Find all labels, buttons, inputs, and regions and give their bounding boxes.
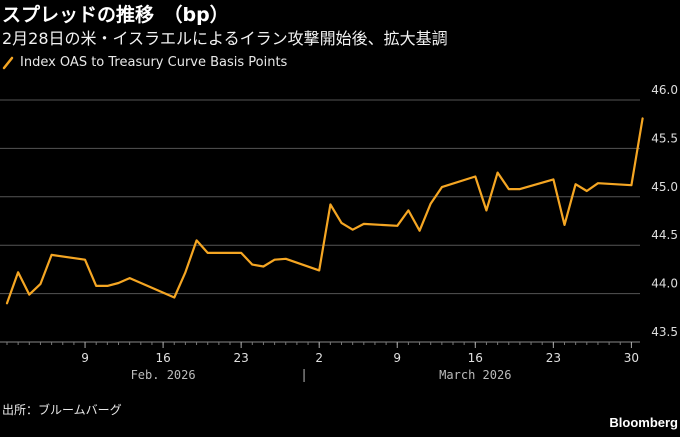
x-tick-label: 9 xyxy=(81,351,89,365)
x-tick-label: 23 xyxy=(234,351,249,365)
y-tick-label: 45.5 xyxy=(651,131,678,145)
bloomberg-logo: Bloomberg xyxy=(609,415,678,430)
source-note: 出所：ブルームバーグ xyxy=(2,403,122,417)
x-tick-label: 9 xyxy=(393,351,401,365)
y-tick-label: 43.5 xyxy=(651,325,678,339)
y-axis-labels: 43.5 44.0 44.5 45.0 45.5 46.0 xyxy=(651,83,678,339)
y-tick-label: 45.0 xyxy=(651,180,678,194)
y-tick-label: 46.0 xyxy=(651,83,678,97)
chart-subtitle: 2月28日の米・イスラエルによるイラン攻撃開始後、拡大基調 xyxy=(2,29,448,48)
legend-line-icon xyxy=(2,56,14,69)
month-label: March 2026 xyxy=(439,368,511,382)
x-tick-label: 16 xyxy=(468,351,483,365)
line-chart: 43.5 44.0 44.5 45.0 45.5 46.0 9 16 23 2 9 16 23 30 Fe… xyxy=(0,78,680,388)
y-tick-label: 44.5 xyxy=(651,228,678,242)
legend: Index OAS to Treasury Curve Basis Points xyxy=(2,55,287,70)
gridlines xyxy=(0,99,640,295)
x-tick-label: 23 xyxy=(546,351,561,365)
spread-line xyxy=(5,117,644,305)
legend-label: Index OAS to Treasury Curve Basis Points xyxy=(20,55,288,70)
x-tick-label: 2 xyxy=(315,351,323,365)
x-tick-label: 16 xyxy=(155,351,170,365)
x-tick-label: 30 xyxy=(624,351,639,365)
chart-title: スプレッドの推移 （bp） xyxy=(2,4,229,26)
chart-plot-area: 43.5 44.0 44.5 45.0 45.5 46.0 9 16 23 2 9 16 23 30 Fe… xyxy=(0,83,678,382)
x-axis: 9 16 23 2 9 16 23 30 Feb. 2026 March 2026 xyxy=(0,341,640,382)
month-label: Feb. 2026 xyxy=(131,368,196,382)
y-tick-label: 44.0 xyxy=(651,277,678,291)
